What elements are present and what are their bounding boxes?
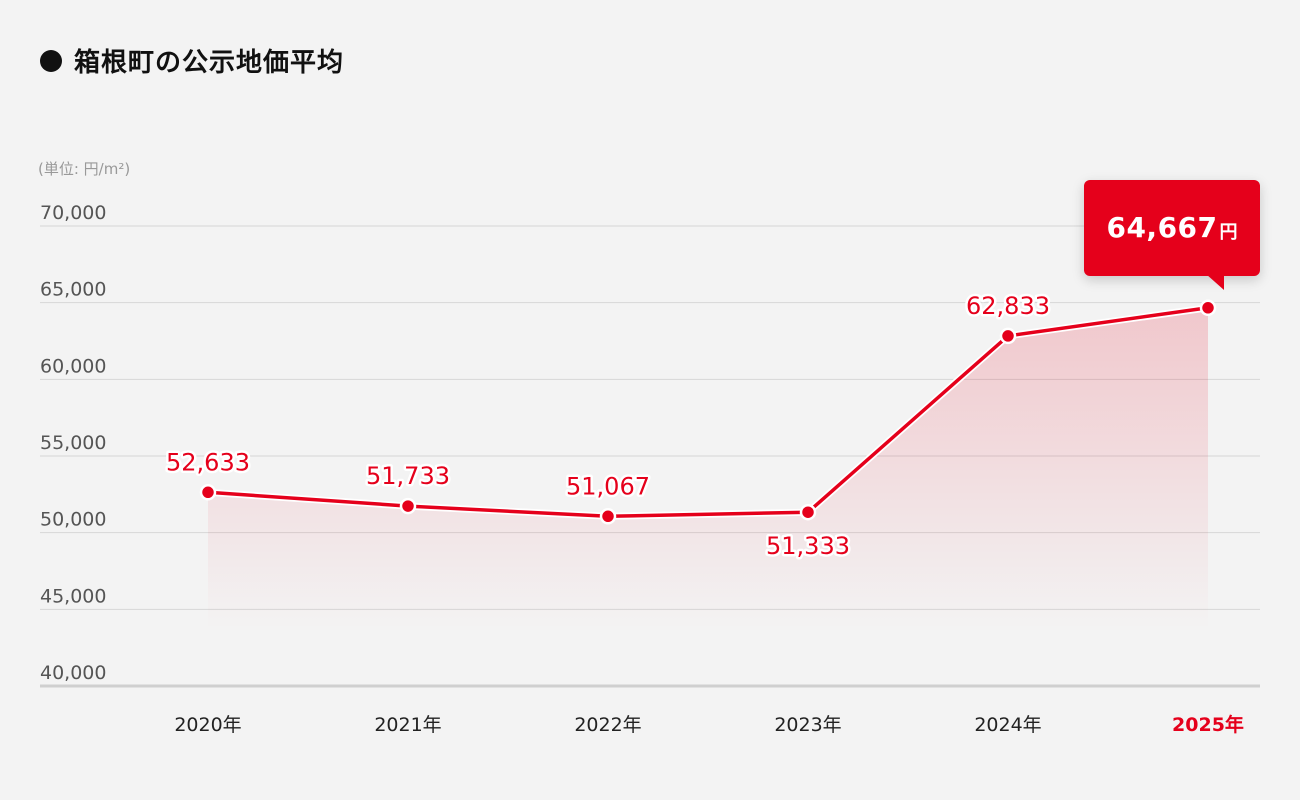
x-tick-label: 2020年 — [174, 714, 241, 736]
x-tick-label: 2021年 — [374, 714, 441, 736]
y-tick-label: 55,000 — [40, 432, 106, 454]
data-point — [1199, 299, 1217, 317]
data-point — [999, 327, 1017, 345]
data-point — [599, 508, 617, 525]
series-line — [206, 306, 1210, 519]
line-layer — [204, 304, 1212, 520]
x-tick-label: 2022年 — [574, 714, 641, 736]
data-value-label: 62,833 — [966, 292, 1050, 320]
data-point — [199, 484, 217, 501]
bullet-icon — [40, 49, 62, 72]
highlight-callout: 64,667 円 — [1084, 180, 1260, 276]
x-tick-label: 2024年 — [974, 714, 1041, 736]
data-value-label: 51,067 — [566, 472, 650, 500]
y-tick-label: 50,000 — [40, 509, 106, 531]
data-value-label: 51,333 — [766, 532, 850, 560]
x-tick-label: 2023年 — [774, 714, 841, 736]
y-tick-label: 70,000 — [40, 202, 106, 224]
data-point — [399, 497, 417, 515]
x-axis: 2020年 2021年 2022年 2023年 2024年 2025年 — [174, 713, 1244, 736]
data-value-label: 52,633 — [166, 448, 250, 476]
chart-title: 箱根町の公示地価平均 — [74, 48, 345, 78]
area-layer — [208, 307, 1208, 630]
y-tick-label: 65,000 — [40, 279, 106, 301]
data-point — [799, 503, 817, 521]
value-label-layer: 52,633 51,733 51,067 51,333 62,833 — [164, 289, 1053, 562]
callout-value: 64,667 — [1106, 210, 1218, 244]
data-value-label: 51,733 — [366, 462, 450, 490]
chart-title-wrap: 箱根町の公示地価平均 — [40, 42, 344, 79]
unit-label: (単位: 円/m²) — [38, 160, 131, 178]
y-axis: 70,000 65,000 60,000 55,000 50,000 45,000 40,0… — [40, 202, 106, 684]
x-tick-label-highlight: 2025年 — [1172, 713, 1244, 736]
y-tick-label: 40,000 — [40, 662, 106, 684]
area-fill — [208, 307, 1208, 630]
point-layer — [199, 299, 1217, 525]
y-tick-label: 45,000 — [40, 585, 106, 607]
y-tick-label: 60,000 — [40, 355, 106, 377]
callout-pointer — [1206, 274, 1224, 290]
callout-unit: 円 — [1219, 222, 1238, 243]
